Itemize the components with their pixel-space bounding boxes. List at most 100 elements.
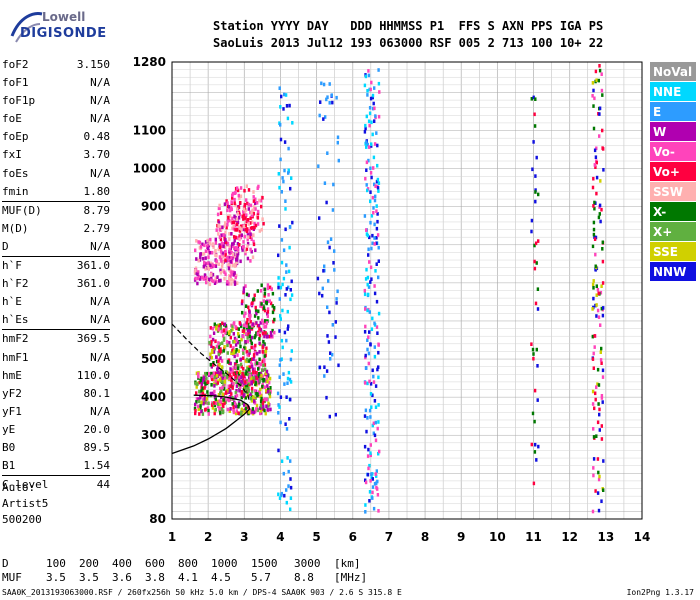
echo-point <box>213 346 217 351</box>
echo-point <box>368 260 371 264</box>
param-name: fmin <box>2 184 29 198</box>
echo-point <box>595 434 598 438</box>
echo-point <box>245 369 248 373</box>
echo-point <box>228 340 231 345</box>
echo-point <box>200 400 203 405</box>
echo-point <box>597 291 600 296</box>
profile-solid-line <box>171 394 251 455</box>
echo-point <box>221 392 225 397</box>
echo-point <box>241 391 244 395</box>
echo-point <box>261 384 264 389</box>
echo-point <box>371 368 374 373</box>
echo-point <box>197 258 200 263</box>
echo-point <box>287 285 290 290</box>
echo-point <box>266 283 270 287</box>
echo-point <box>196 281 199 286</box>
echo-point <box>204 249 208 253</box>
y-tick-label: 80 <box>149 512 166 526</box>
param-value: N/A <box>90 112 110 126</box>
param-name: MUF(D) <box>2 203 42 217</box>
echo-point <box>282 248 286 252</box>
echo-point <box>326 151 329 155</box>
echo-point <box>200 409 203 414</box>
echo-point <box>246 317 249 322</box>
echo-point <box>241 310 244 315</box>
echo-point <box>287 484 290 488</box>
echo-point <box>212 377 215 382</box>
echo-point <box>370 405 373 409</box>
echo-point <box>262 221 265 226</box>
echo-point <box>595 293 598 297</box>
echo-point <box>592 126 596 131</box>
param-value: 110.0 <box>76 368 110 382</box>
echo-point <box>271 291 275 296</box>
echo-point <box>246 227 249 231</box>
echo-point <box>598 212 601 216</box>
echo-point <box>212 371 215 375</box>
echo-point <box>268 376 272 381</box>
echo-point <box>534 97 537 101</box>
muf-value: 5.7 <box>251 571 271 584</box>
header-label-4: HHMMSS <box>379 19 430 33</box>
echo-point <box>193 271 197 275</box>
echo-point <box>278 375 281 379</box>
echo-point <box>530 442 533 447</box>
distance-value: 100 <box>46 557 66 570</box>
echo-point <box>207 246 210 251</box>
echo-point <box>253 221 256 226</box>
echo-point <box>236 281 239 285</box>
echo-point <box>375 469 378 473</box>
echo-point <box>325 200 328 205</box>
param-row: C-level 44 <box>2 476 110 494</box>
echo-point <box>596 367 600 372</box>
echo-point <box>234 411 238 416</box>
echo-point <box>322 82 326 87</box>
echo-point <box>532 356 535 361</box>
echo-point <box>205 371 209 376</box>
echo-point <box>282 107 285 111</box>
echo-point <box>232 322 235 326</box>
echo-point <box>595 78 598 82</box>
echo-point <box>279 285 283 290</box>
echo-point <box>223 224 226 228</box>
echo-point <box>231 368 234 372</box>
echo-point <box>280 491 283 496</box>
header-values-row: SaoLuis 2013 Jul12 193 063000 RSF 005 2 … <box>213 35 610 52</box>
echo-point <box>250 380 253 384</box>
echo-point <box>208 241 212 246</box>
echo-point <box>363 330 367 334</box>
echo-point <box>212 363 215 367</box>
echo-point <box>247 207 250 211</box>
echo-point <box>228 373 232 377</box>
echo-point <box>596 288 600 292</box>
echo-point <box>533 419 536 424</box>
param-value: N/A <box>90 350 110 364</box>
legend-swatch <box>650 262 696 281</box>
echo-point <box>234 343 238 347</box>
echo-point <box>215 355 218 359</box>
echo-point <box>370 277 373 281</box>
echo-point <box>332 182 335 187</box>
echo-point <box>375 485 378 490</box>
echo-point <box>229 335 232 340</box>
param-name: M(D) <box>2 221 29 235</box>
distance-value: 3000 <box>294 557 321 570</box>
echo-point <box>251 208 255 213</box>
echo-point <box>279 314 282 318</box>
echo-point <box>242 207 246 212</box>
echo-point <box>328 101 331 105</box>
param-row: fmin 1.80 <box>2 183 110 201</box>
echo-point <box>225 199 228 203</box>
echo-point <box>220 407 224 411</box>
echo-point <box>363 414 367 418</box>
echo-point <box>250 362 254 367</box>
echo-point <box>223 270 226 275</box>
echo-point <box>250 341 253 346</box>
x-tick-label: 1 <box>168 530 176 544</box>
echo-point <box>201 378 205 383</box>
echo-point <box>260 396 263 401</box>
echo-point <box>601 259 605 264</box>
echo-point <box>252 233 255 237</box>
param-row: hmE 110.0 <box>2 367 110 385</box>
